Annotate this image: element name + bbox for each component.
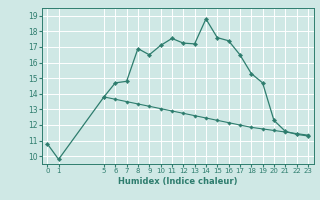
X-axis label: Humidex (Indice chaleur): Humidex (Indice chaleur) bbox=[118, 177, 237, 186]
